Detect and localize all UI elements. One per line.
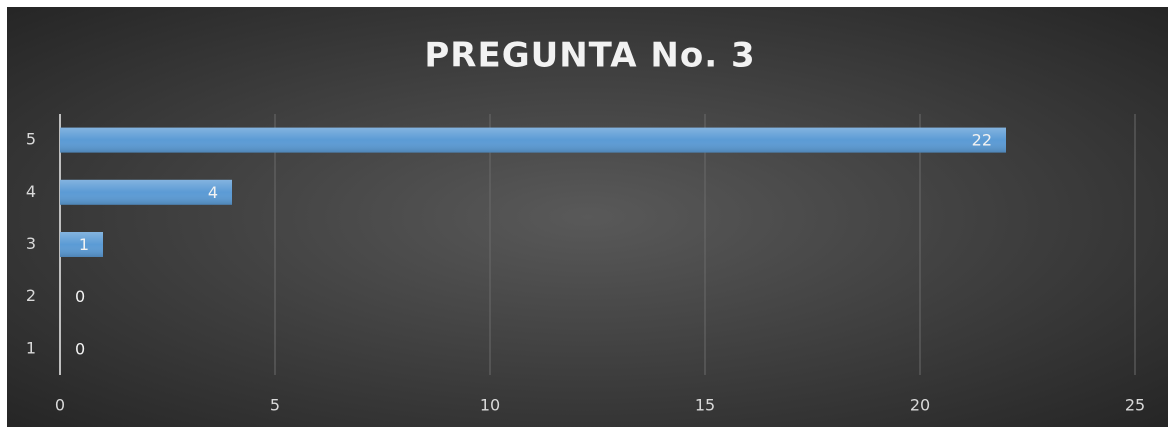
y-tick-label: 2 <box>26 286 36 305</box>
bar-shade <box>60 232 103 257</box>
data-label: 0 <box>75 339 85 358</box>
x-tick-label: 20 <box>910 396 930 415</box>
y-tick-label: 3 <box>26 234 36 253</box>
x-tick-label: 25 <box>1125 396 1145 415</box>
bar-shade <box>60 127 1006 153</box>
data-label: 1 <box>79 235 89 254</box>
data-label: 22 <box>972 131 992 150</box>
y-tick-label: 5 <box>26 130 36 149</box>
x-tick-label: 5 <box>270 396 280 415</box>
chart-title: PREGUNTA No. 3 <box>424 36 755 76</box>
x-tick-label: 15 <box>695 396 715 415</box>
bar-shade <box>60 179 232 205</box>
x-tick-label: 0 <box>55 396 65 415</box>
data-label: 0 <box>75 287 85 306</box>
chart-background <box>7 7 1168 427</box>
x-tick-label: 10 <box>480 396 500 415</box>
data-label: 4 <box>208 183 218 202</box>
y-tick-label: 4 <box>26 182 36 201</box>
y-tick-label: 1 <box>26 338 36 357</box>
